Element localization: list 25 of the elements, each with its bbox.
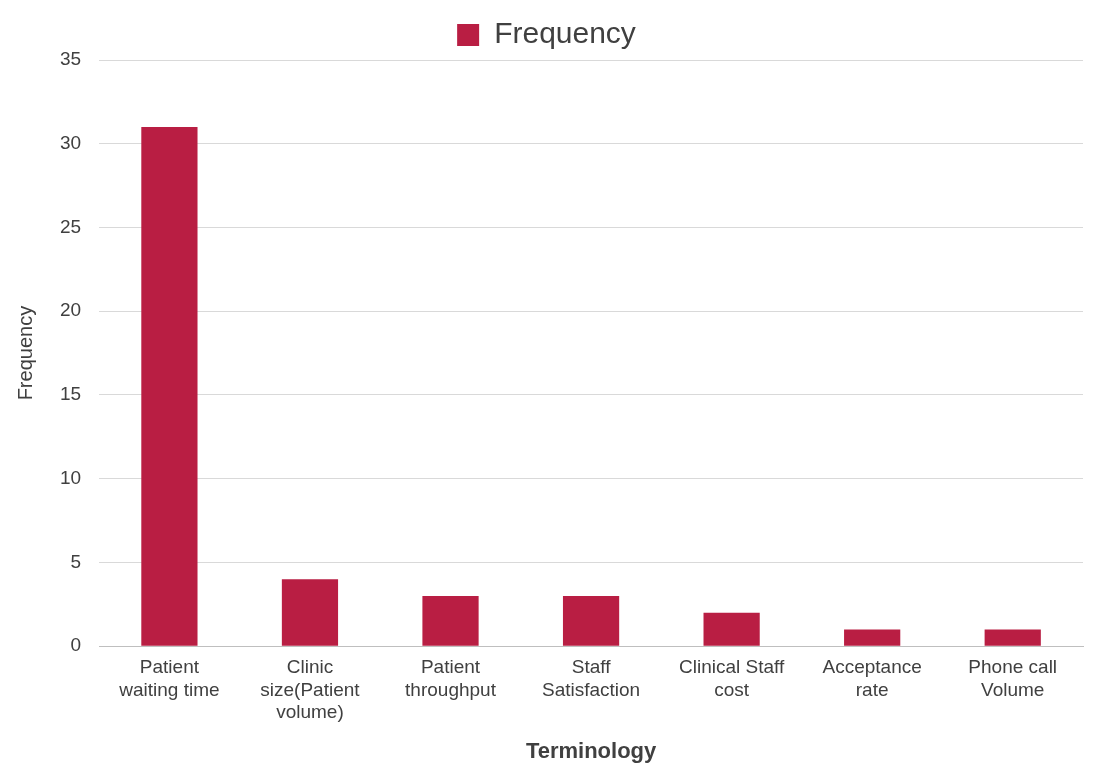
x-tick-label: Acceptance rate <box>822 655 922 700</box>
x-tick-label: Patient waiting time <box>118 655 220 700</box>
y-tick-label: 30 <box>59 131 82 153</box>
x-tick-label: Staff Satisfaction <box>541 655 641 700</box>
bar <box>844 629 901 646</box>
y-tick-label: 20 <box>59 299 82 321</box>
y-tick-label: 10 <box>59 466 82 488</box>
bar <box>141 126 198 646</box>
y-tick-label: 35 <box>59 48 82 70</box>
y-tick-label: 15 <box>59 383 82 405</box>
x-tick-label: Clinic size(Patient volume) <box>260 655 361 723</box>
bar <box>562 595 620 646</box>
y-tick-label: 5 <box>70 550 82 572</box>
bar <box>984 629 1041 646</box>
bar <box>422 595 479 646</box>
bar <box>703 612 760 646</box>
bar <box>281 579 339 646</box>
x-axis-title: Terminology <box>525 737 658 763</box>
y-tick-label: 25 <box>59 215 82 237</box>
y-axis-title: Frequency <box>13 305 36 401</box>
y-tick-label: 0 <box>70 634 82 656</box>
x-tick-label: Patient throughput <box>405 655 497 700</box>
x-tick-label: Clinical Staff cost <box>678 655 785 700</box>
legend-label: Frequency <box>494 16 636 50</box>
x-tick-label: Phone call Volume <box>968 655 1058 700</box>
